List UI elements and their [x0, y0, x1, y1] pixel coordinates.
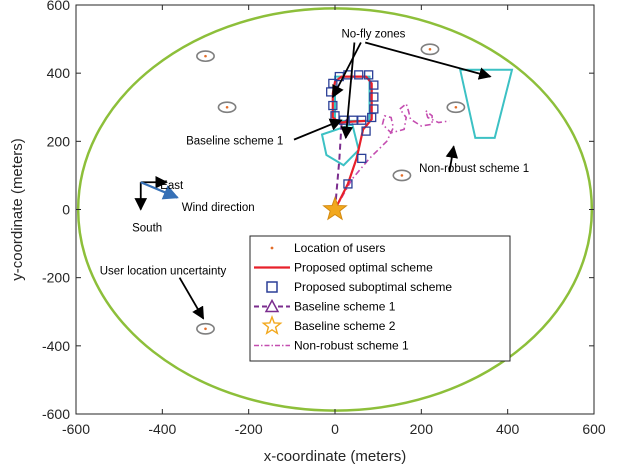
suboptimal-square-marker [364, 70, 374, 80]
x-tick-label: -400 [148, 421, 176, 437]
suboptimal-square-marker [357, 153, 367, 164]
user-location-point [225, 105, 229, 109]
legend-symbol-suboptimal [266, 281, 278, 293]
legend-symbol-baseline2 [261, 314, 283, 335]
y-tick-label: -400 [42, 338, 70, 354]
legend-symbol-baseline1-triangle [264, 298, 280, 313]
x-tick-label: 200 [410, 421, 434, 437]
suboptimal-square-marker [343, 179, 353, 189]
annotation-label: East [160, 180, 184, 192]
annotation-layer: No-fly zones Baseline scheme 1 Non-robust … [100, 28, 529, 277]
legend-box [249, 235, 511, 362]
legend-entry-label: Baseline scheme 2 [294, 319, 396, 333]
no-fly-arrow-rectangle [332, 42, 362, 99]
suboptimal-square-marker [357, 115, 367, 125]
annotation-label: User location uncertainty [100, 265, 227, 277]
user-location-point [204, 327, 207, 331]
legend-entry-label: Location of users [294, 241, 385, 255]
legend-entry: Non-robust scheme 1 [254, 339, 409, 353]
users-layer [196, 43, 466, 335]
user-location-point [204, 54, 207, 58]
no-fly-arrow-trapezoid [364, 41, 492, 80]
baseline-scheme-2-star [322, 196, 348, 221]
legend-entry-label: Proposed suboptimal scheme [294, 280, 452, 294]
legend-entry-label: Baseline scheme 1 [294, 300, 396, 314]
x-axis-label: x-coordinate (meters) [264, 448, 407, 465]
no-fly-arrow-pentagon [340, 42, 356, 140]
legend-entry: Baseline scheme 1 [254, 298, 396, 314]
annotation-label: Wind direction [182, 202, 255, 214]
y-tick-label: -200 [42, 270, 70, 286]
legend: Location of users Proposed optimal scheme… [249, 235, 511, 362]
legend-entry: Baseline scheme 2 [261, 314, 396, 335]
y-tick-label: 600 [47, 0, 71, 13]
legend-entry: Location of users [270, 241, 385, 255]
user-uncertainty-ellipse [446, 101, 466, 114]
legend-entry-label: Non-robust scheme 1 [294, 339, 409, 353]
suboptimal-square-marker [361, 126, 371, 136]
suboptimal-square-marker [369, 104, 379, 114]
user-location-point [454, 105, 458, 109]
user-location-point [428, 48, 432, 51]
user-uncertainty-ellipse [217, 101, 237, 114]
x-tick-label: 600 [582, 421, 606, 437]
user-uncertainty-ellipse [392, 169, 412, 182]
annotation-label: South [132, 223, 162, 235]
legend-entry-label: Proposed optimal scheme [294, 261, 433, 275]
legend-symbol-users [270, 246, 274, 250]
uncertainty-arrow [178, 277, 205, 320]
x-tick-label: -600 [62, 421, 90, 437]
legend-entry: Proposed optimal scheme [254, 261, 433, 275]
y-tick-label: 200 [47, 133, 71, 149]
non-robust-arrow [445, 145, 459, 173]
suboptimal-square-marker [354, 70, 364, 80]
wind-direction-arrow [140, 181, 179, 200]
x-tick-label: -200 [235, 421, 263, 437]
user-location-point [400, 174, 404, 177]
annotation-label: No-fly zones [341, 28, 405, 40]
y-axis-label: y-coordinate (meters) [9, 138, 26, 281]
suboptimal-square-marker [328, 100, 338, 111]
user-uncertainty-ellipse [196, 50, 215, 63]
annotation-label: Baseline scheme 1 [186, 136, 283, 148]
no-fly-zone-trapezoid [458, 68, 514, 139]
baseline-scheme-1-line [334, 118, 349, 210]
arrow-layer [134, 41, 492, 320]
x-tick-label: 400 [496, 421, 520, 437]
y-tick-label: 0 [62, 202, 70, 218]
legend-entry: Proposed suboptimal scheme [266, 280, 452, 294]
baseline-arrow [293, 118, 343, 141]
axes-layer: -600 -400 -200 0 200 400 600 -600 -400 -200 0 200 40… [9, 0, 606, 465]
y-tick-label: 400 [47, 65, 71, 81]
y-tick-label: -600 [42, 406, 70, 422]
user-uncertainty-ellipse [420, 43, 440, 56]
user-uncertainty-ellipse [196, 322, 215, 335]
annotation-label: Non-robust scheme 1 [419, 163, 529, 175]
suboptimal-square-marker [369, 80, 379, 90]
x-tick-label: 0 [331, 421, 339, 437]
series-layer [322, 70, 450, 221]
suboptimal-square-marker [369, 92, 379, 102]
